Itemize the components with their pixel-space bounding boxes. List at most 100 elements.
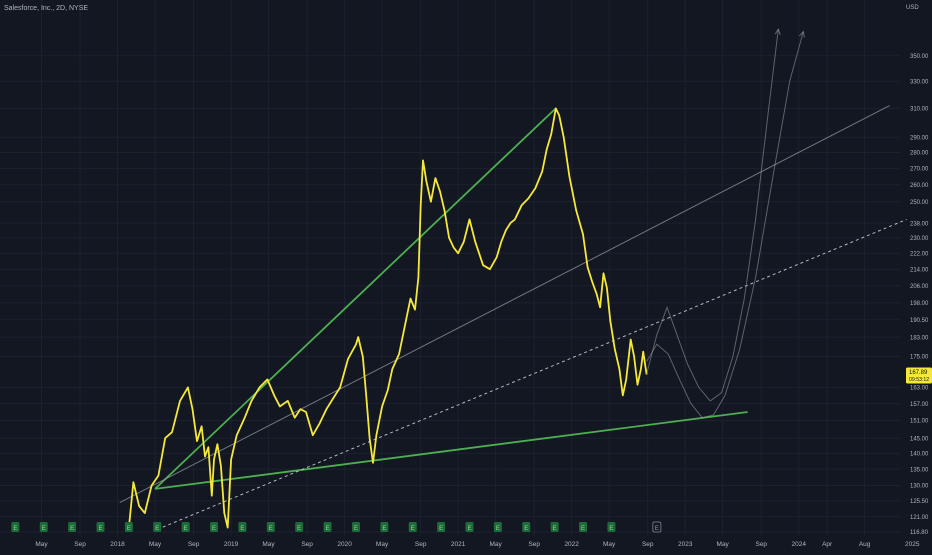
- marker-label: E: [467, 526, 471, 532]
- x-tick-label: 2025: [905, 541, 920, 548]
- x-tick-label: Sep: [188, 541, 200, 548]
- earnings-upcoming-icon[interactable]: E: [652, 521, 662, 533]
- marker-label: E: [655, 526, 659, 532]
- dividend-marker-icon[interactable]: E: [124, 522, 133, 532]
- bar-countdown: 09:53:12: [909, 377, 929, 383]
- y-tick-label: 310.00: [910, 107, 929, 113]
- marker-body[interactable]: [181, 522, 190, 532]
- marker-body[interactable]: [465, 522, 474, 532]
- marker-label: E: [42, 526, 46, 532]
- x-tick-label: 2021: [451, 541, 466, 548]
- marker-body[interactable]: [68, 522, 77, 532]
- y-tick-label: 151.00: [910, 419, 929, 425]
- dividend-marker-icon[interactable]: E: [295, 522, 304, 532]
- marker-label: E: [127, 526, 131, 532]
- marker-label: E: [326, 526, 330, 532]
- dividend-marker-icon[interactable]: E: [39, 522, 48, 532]
- dividend-marker-icon[interactable]: E: [68, 522, 77, 532]
- y-tick-label: 206.00: [910, 284, 929, 290]
- marker-label: E: [70, 526, 74, 532]
- marker-body[interactable]: [238, 522, 247, 532]
- y-tick-label: 121.00: [910, 515, 929, 521]
- x-tick-label: May: [149, 541, 162, 548]
- y-tick-label: 163.00: [910, 386, 929, 392]
- y-tick-label: 140.00: [910, 452, 929, 458]
- marker-body[interactable]: [408, 522, 417, 532]
- price-badge-box: [906, 367, 932, 384]
- x-tick-label: Aug: [859, 541, 871, 548]
- marker-body[interactable]: [124, 522, 133, 532]
- marker-body[interactable]: [493, 522, 502, 532]
- dividend-marker-icon[interactable]: E: [238, 522, 247, 532]
- marker-body[interactable]: [11, 522, 20, 532]
- marker-body[interactable]: [351, 522, 360, 532]
- dividend-marker-icon[interactable]: E: [437, 522, 446, 532]
- y-tick-label: 125.50: [910, 499, 929, 505]
- marker-body[interactable]: [550, 522, 559, 532]
- symbol-title: Salesforce, Inc., 2D, NYSE: [4, 5, 88, 12]
- marker-body[interactable]: [437, 522, 446, 532]
- current-price: 167.89: [909, 370, 928, 376]
- marker-body[interactable]: [96, 522, 105, 532]
- marker-body[interactable]: [153, 522, 162, 532]
- x-tick-label: Sep: [74, 541, 86, 548]
- grid: [0, 0, 900, 536]
- dividend-marker-icon[interactable]: E: [380, 522, 389, 532]
- projection-path-1: [646, 29, 779, 402]
- dividend-marker-icon[interactable]: E: [181, 522, 190, 532]
- y-tick-label: 183.00: [910, 335, 929, 341]
- marker-body[interactable]: [652, 521, 662, 533]
- series: [128, 28, 805, 529]
- y-tick-label: 190.50: [910, 318, 929, 324]
- marker-label: E: [609, 526, 613, 532]
- dividend-marker-icon[interactable]: E: [11, 522, 20, 532]
- dividend-marker-icon[interactable]: E: [153, 522, 162, 532]
- marker-body[interactable]: [210, 522, 219, 532]
- marker-body[interactable]: [295, 522, 304, 532]
- y-tick-label: 135.00: [910, 467, 929, 473]
- marker-body[interactable]: [380, 522, 389, 532]
- marker-body[interactable]: [579, 522, 588, 532]
- marker-body[interactable]: [39, 522, 48, 532]
- marker-label: E: [439, 526, 443, 532]
- y-tick-label: 260.00: [910, 183, 929, 189]
- dividend-marker-icon[interactable]: E: [550, 522, 559, 532]
- dividend-marker-icon[interactable]: E: [96, 522, 105, 532]
- x-tick-label: 2024: [792, 541, 807, 548]
- x-tick-label: May: [603, 541, 616, 548]
- dividend-marker-icon[interactable]: E: [351, 522, 360, 532]
- currency-label: USD: [906, 5, 919, 11]
- x-tick-label: 2022: [564, 541, 579, 548]
- marker-label: E: [155, 526, 159, 532]
- marker-body[interactable]: [607, 522, 616, 532]
- marker-label: E: [524, 526, 528, 532]
- dividend-marker-icon[interactable]: E: [607, 522, 616, 532]
- dividend-marker-icon[interactable]: E: [408, 522, 417, 532]
- price-line: [128, 107, 648, 529]
- marker-body[interactable]: [266, 522, 275, 532]
- y-tick-label: 157.00: [910, 402, 929, 408]
- y-tick-label: 175.00: [910, 355, 929, 361]
- marker-body[interactable]: [323, 522, 332, 532]
- x-tick-label: May: [489, 541, 502, 548]
- dividend-marker-icon[interactable]: E: [210, 522, 219, 532]
- marker-body[interactable]: [522, 522, 531, 532]
- dividend-marker-icon[interactable]: E: [465, 522, 474, 532]
- trendline-solid-green: [154, 107, 557, 490]
- trendline-solid-green: [154, 411, 748, 490]
- dividend-marker-icon[interactable]: E: [493, 522, 502, 532]
- x-tick-label: May: [262, 541, 275, 548]
- dividend-marker-icon[interactable]: E: [266, 522, 275, 532]
- marker-label: E: [13, 526, 17, 532]
- dividend-marker-icon[interactable]: E: [579, 522, 588, 532]
- marker-label: E: [553, 526, 557, 532]
- x-tick-label: Sep: [755, 541, 767, 548]
- dividend-marker-icon[interactable]: E: [522, 522, 531, 532]
- dividend-marker-icon[interactable]: E: [323, 522, 332, 532]
- marker-label: E: [496, 526, 500, 532]
- projection-arrow-icon: [774, 28, 781, 36]
- marker-label: E: [269, 526, 273, 532]
